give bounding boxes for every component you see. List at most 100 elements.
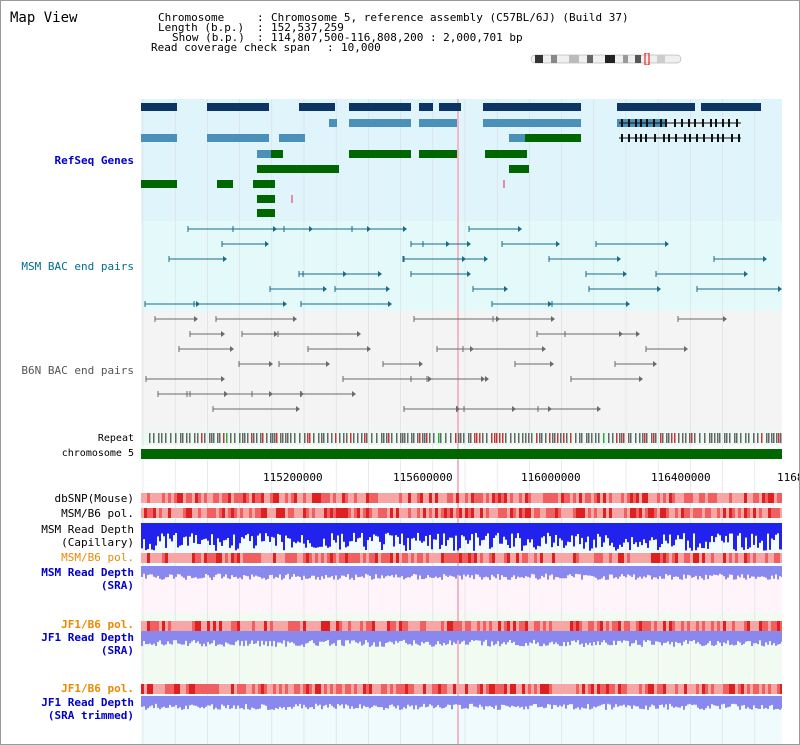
depth-bar <box>251 631 253 641</box>
depth-bar <box>663 696 665 708</box>
snp-cell <box>510 553 513 563</box>
track-label-jf1-depth-sra[interactable]: JF1 Read Depth <box>41 631 134 644</box>
snp-cell <box>336 508 339 518</box>
gene-feature[interactable] <box>207 134 269 142</box>
snp-cell <box>459 553 462 563</box>
gene-feature[interactable] <box>617 103 695 111</box>
depth-bar <box>539 523 541 547</box>
snp-cell <box>327 621 330 631</box>
track-label-msm-b6-pol-sra[interactable]: MSM/B6 pol. <box>61 551 134 564</box>
track-label-jf1-b6-pol[interactable]: JF1/B6 pol. <box>61 618 134 631</box>
snp-cell <box>264 621 267 631</box>
gene-feature[interactable] <box>257 195 275 203</box>
depth-bar <box>393 696 395 707</box>
repeat-mark <box>194 433 196 443</box>
snp-cell <box>639 553 642 563</box>
gene-feature[interactable] <box>483 119 581 127</box>
depth-bar <box>765 696 767 708</box>
msm-bac-track[interactable] <box>144 226 782 307</box>
depth-bar <box>575 631 577 643</box>
depth-bar <box>231 696 233 709</box>
gene-feature[interactable] <box>299 103 335 111</box>
gene-feature[interactable] <box>257 150 271 158</box>
snp-cell <box>210 621 213 631</box>
track-label-repeat[interactable]: Repeat <box>97 433 134 444</box>
gene-feature[interactable] <box>419 103 433 111</box>
refseq-genes-track[interactable] <box>141 103 761 217</box>
gene-feature[interactable] <box>207 103 269 111</box>
track-label-msm-b6-pol[interactable]: MSM/B6 pol. <box>61 507 134 520</box>
repeat-track[interactable] <box>149 433 782 443</box>
depth-bar <box>305 523 307 548</box>
bac-end-arrow <box>467 241 471 247</box>
track-panel[interactable] <box>141 99 782 745</box>
gene-feature[interactable] <box>483 103 581 111</box>
gene-feature[interactable] <box>141 103 177 111</box>
gene-feature[interactable] <box>525 134 581 142</box>
gene-feature[interactable] <box>257 165 307 173</box>
depth-bar <box>445 631 447 645</box>
gene-feature[interactable] <box>419 119 457 127</box>
track-label-b6n-bac[interactable]: B6N BAC end pairs <box>21 364 134 377</box>
track-label-msm-depth-sra[interactable]: MSM Read Depth <box>41 566 134 579</box>
snp-cell <box>633 493 636 503</box>
gene-feature[interactable] <box>279 134 305 142</box>
depth-bar <box>289 523 291 539</box>
depth-bar <box>253 631 255 645</box>
gene-feature[interactable] <box>419 150 457 158</box>
gene-feature[interactable] <box>485 150 525 158</box>
depth-bar <box>297 566 299 577</box>
snp-cell <box>333 493 336 503</box>
gene-feature[interactable] <box>141 134 177 142</box>
bac-end-arrow <box>550 361 554 367</box>
snp-cell <box>438 508 441 518</box>
gene-feature[interactable] <box>349 150 411 158</box>
repeat-mark <box>353 433 355 443</box>
track-label-jf1-b6-pol-trimmed[interactable]: JF1/B6 pol. <box>61 682 134 695</box>
gene-feature[interactable] <box>257 209 275 217</box>
snp-cell <box>630 621 633 631</box>
snp-cell <box>156 621 159 631</box>
track-label-refseq[interactable]: RefSeq Genes <box>54 154 134 167</box>
bac-end-arrow <box>283 301 287 307</box>
gene-feature[interactable] <box>349 103 411 111</box>
snp-cell <box>396 493 399 503</box>
gene-feature[interactable] <box>217 180 233 188</box>
gene-feature[interactable] <box>349 119 411 127</box>
depth-bar <box>623 566 625 577</box>
gene-feature[interactable] <box>509 134 529 142</box>
snp-cell <box>645 621 648 631</box>
snp-cell <box>432 493 435 503</box>
repeat-mark <box>482 433 484 443</box>
gene-feature[interactable] <box>509 165 529 173</box>
track-label-msm-depth-capillary[interactable]: MSM Read Depth <box>41 523 134 536</box>
gene-feature[interactable] <box>303 165 339 173</box>
gene-feature[interactable] <box>439 103 461 111</box>
snp-cell <box>387 493 390 503</box>
snp-cell <box>198 508 201 518</box>
snp-cell <box>384 553 387 563</box>
bac-end-arrow <box>224 391 228 397</box>
depth-bar <box>389 566 391 577</box>
depth-bar <box>473 631 475 641</box>
b6n-bac-track[interactable] <box>145 316 727 412</box>
track-label-jf1-depth-trimmed[interactable]: JF1 Read Depth <box>41 696 134 709</box>
chromosome-bar <box>141 449 782 459</box>
snp-cell <box>561 493 564 503</box>
chromosome-ideogram[interactable] <box>529 53 685 65</box>
track-label-dbsnp[interactable]: dbSNP(Mouse) <box>54 492 134 505</box>
gene-feature[interactable] <box>329 119 337 127</box>
depth-bar <box>605 523 607 536</box>
track-label-msm-bac[interactable]: MSM BAC end pairs <box>21 260 134 273</box>
snp-cell <box>471 508 474 518</box>
exon-mark <box>689 134 691 142</box>
depth-bar <box>227 523 229 538</box>
depth-bar <box>559 523 561 539</box>
snp-cell <box>267 493 270 503</box>
gene-feature[interactable] <box>141 180 177 188</box>
repeat-mark <box>364 433 366 443</box>
gene-feature[interactable] <box>701 103 761 111</box>
gene-feature[interactable] <box>253 180 275 188</box>
snp-cell <box>414 553 417 563</box>
gene-feature[interactable] <box>509 150 527 158</box>
